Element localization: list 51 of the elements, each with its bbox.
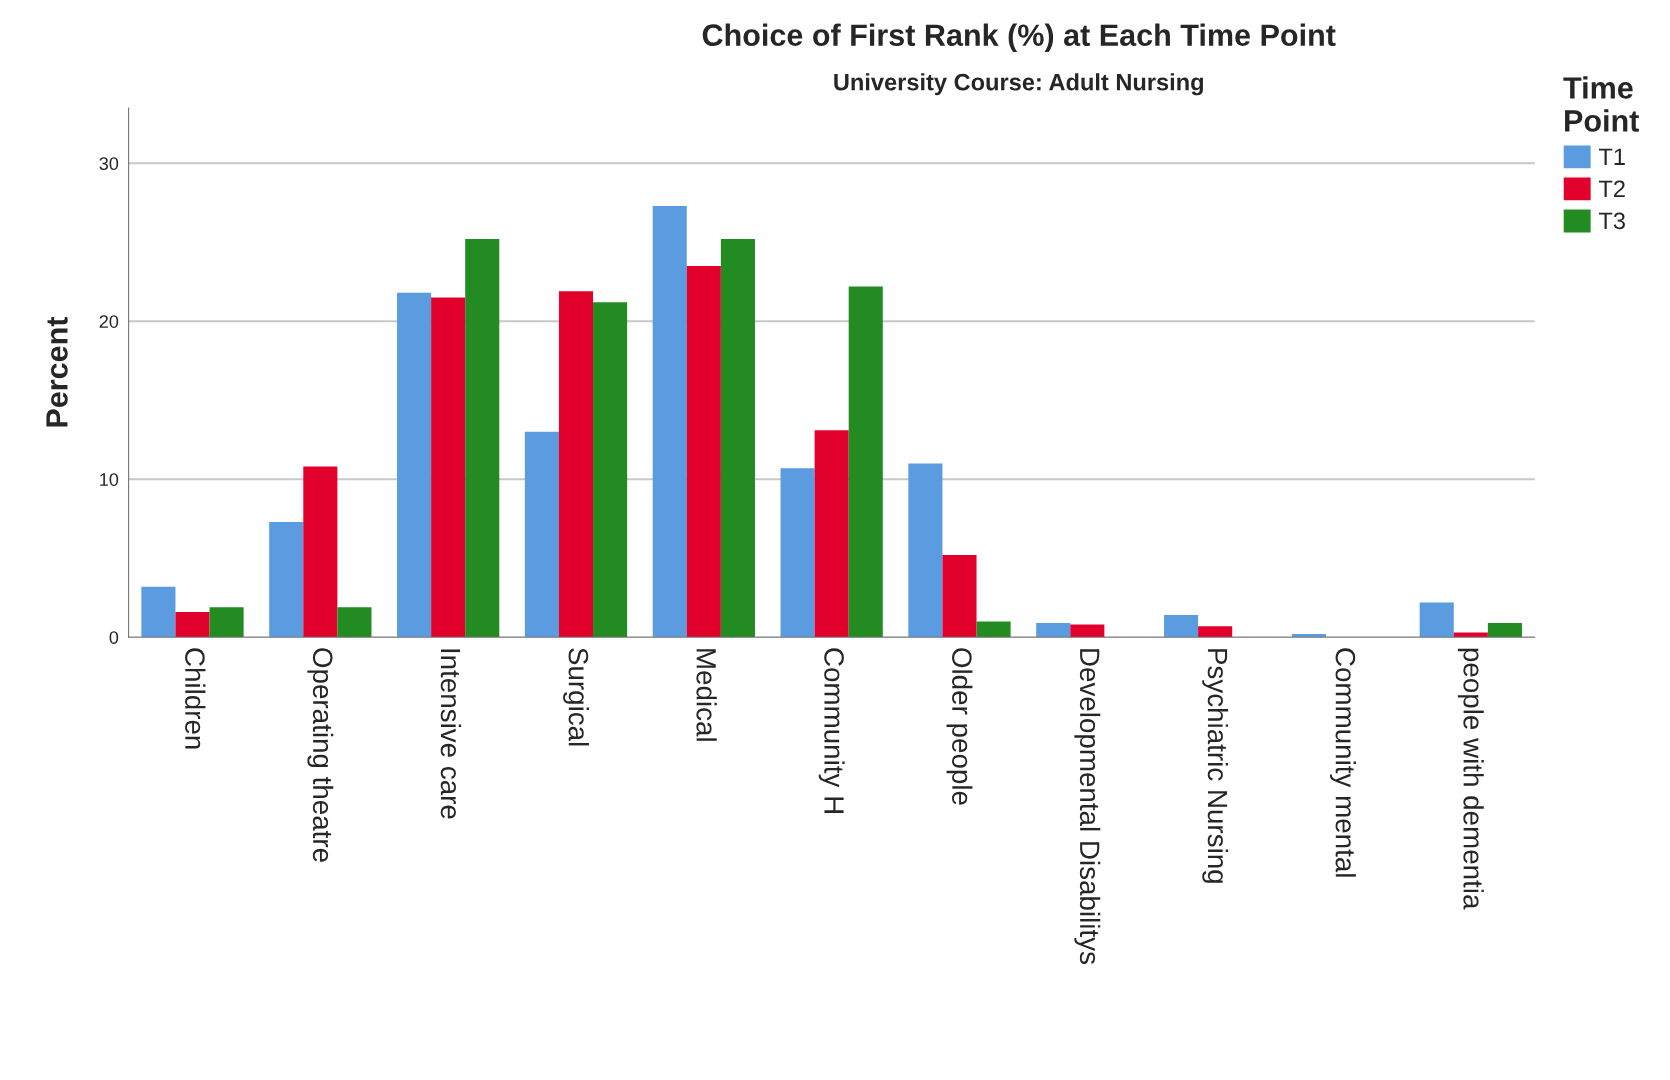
bar (1419, 602, 1454, 638)
legend-label: T1 (1598, 148, 1625, 165)
x-tick-label: Medical (696, 649, 717, 741)
bar (942, 555, 977, 638)
x-tick-label: Psychiatric Nursing (1202, 649, 1229, 883)
bar (431, 297, 466, 638)
bar (524, 431, 559, 638)
x-tick-label: Community mental (1330, 648, 1356, 877)
bar (976, 621, 1011, 638)
bar (593, 302, 628, 638)
bar (908, 463, 943, 638)
legend-title: Time Point (1563, 76, 1640, 132)
bar (397, 292, 432, 638)
x-tick-label: Community H (818, 648, 845, 813)
bar (337, 607, 372, 638)
x-tick-label: Operating theatre (307, 648, 334, 862)
y-tick-label: 0 (109, 631, 119, 644)
bar (1198, 626, 1233, 638)
x-tick-label: Developmental Disabilitys (1074, 649, 1101, 964)
bar (814, 430, 849, 638)
bar (652, 205, 687, 638)
bar (465, 239, 500, 638)
bar (209, 607, 244, 638)
y-tick-label: 10 (100, 473, 119, 486)
bar (1291, 634, 1326, 638)
x-tick-label: Surgical (563, 648, 589, 746)
bar (175, 611, 210, 638)
bar (141, 586, 176, 638)
bar (1487, 622, 1522, 638)
bar (558, 291, 594, 638)
bar (303, 466, 338, 638)
legend-label: T3 (1598, 212, 1625, 230)
bar (686, 265, 721, 638)
bar (1164, 615, 1199, 638)
y-tick-label: 30 (99, 157, 119, 171)
bar (1036, 622, 1071, 638)
x-tick-label: Older people (946, 648, 973, 805)
bar (1070, 624, 1105, 638)
bar (720, 239, 755, 638)
bar (848, 286, 883, 638)
x-tick-label: Intensive care (440, 649, 462, 819)
bar (1453, 632, 1488, 638)
legend-label: T2 (1598, 180, 1625, 197)
x-tick-label: Children (185, 648, 206, 749)
chart-subtitle: University Course: Adult Nursing (834, 73, 1203, 96)
y-axis-title: Percent (46, 316, 68, 427)
bar (780, 468, 815, 638)
y-tick-label: 20 (99, 315, 119, 328)
bar (269, 521, 304, 638)
x-tick-label: people with dementia (1457, 648, 1484, 910)
chart-title: Choice of First Rank (%) at Each Time Point (702, 23, 1336, 53)
